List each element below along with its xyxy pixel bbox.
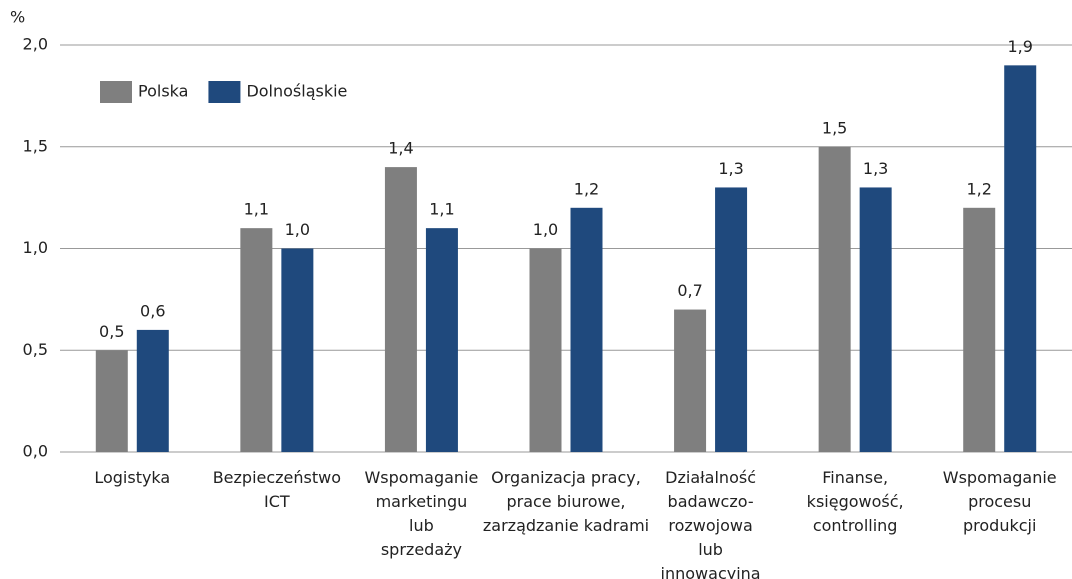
data-label: 0,7 <box>677 281 702 300</box>
bar <box>859 187 892 452</box>
data-label: 0,6 <box>140 301 165 320</box>
legend-label: Polska <box>138 82 188 101</box>
legend-swatch <box>100 81 132 103</box>
x-tick-label: Bezpieczeństwo ICT <box>213 468 341 511</box>
data-label: 1,9 <box>1007 37 1032 56</box>
bar <box>240 228 273 452</box>
bar <box>963 207 996 452</box>
bar <box>570 207 603 452</box>
data-label: 1,0 <box>285 220 310 239</box>
data-label: 1,0 <box>533 220 558 239</box>
x-tick-label: Finanse, księgowość, controlling <box>807 468 904 535</box>
bar <box>136 329 169 452</box>
bar <box>715 187 748 452</box>
x-tick-label: Działalność badawczo-rozwojowa lub innowacy… <box>661 468 761 579</box>
bar <box>529 248 562 452</box>
data-label: 1,2 <box>574 179 599 198</box>
data-label: 1,4 <box>388 139 413 158</box>
x-tick-label: Wspomaganie procesu produkcji <box>943 468 1057 535</box>
bar <box>674 309 707 452</box>
y-tick-label: 1,0 <box>23 238 48 257</box>
bar <box>818 146 851 452</box>
legend-swatch <box>208 81 241 103</box>
legend-label: Dolnośląskie <box>246 82 347 101</box>
x-tick-label: Organizacja pracy, prace biurowe, zarządza… <box>483 468 649 535</box>
y-tick-label: 2,0 <box>23 35 48 54</box>
x-tick-label: Logistyka <box>94 468 170 487</box>
y-tick-label: 1,5 <box>23 136 48 155</box>
bar <box>281 248 314 452</box>
data-label: 1,3 <box>718 159 743 178</box>
data-label: 1,2 <box>966 179 991 198</box>
y-tick-label: 0,0 <box>23 442 48 461</box>
y-tick-label: 0,5 <box>23 340 48 359</box>
x-tick-label: Wspomaganie marketingu lub sprzedaży <box>364 468 478 559</box>
data-label: 0,5 <box>99 322 124 341</box>
data-label: 1,1 <box>244 200 269 219</box>
bar <box>425 228 458 452</box>
data-label: 1,5 <box>822 118 847 137</box>
data-label: 1,1 <box>429 200 454 219</box>
bar <box>384 167 417 452</box>
bar <box>1004 65 1037 452</box>
bar <box>95 350 128 452</box>
y-unit-label: % <box>10 8 25 27</box>
data-label: 1,3 <box>863 159 888 178</box>
